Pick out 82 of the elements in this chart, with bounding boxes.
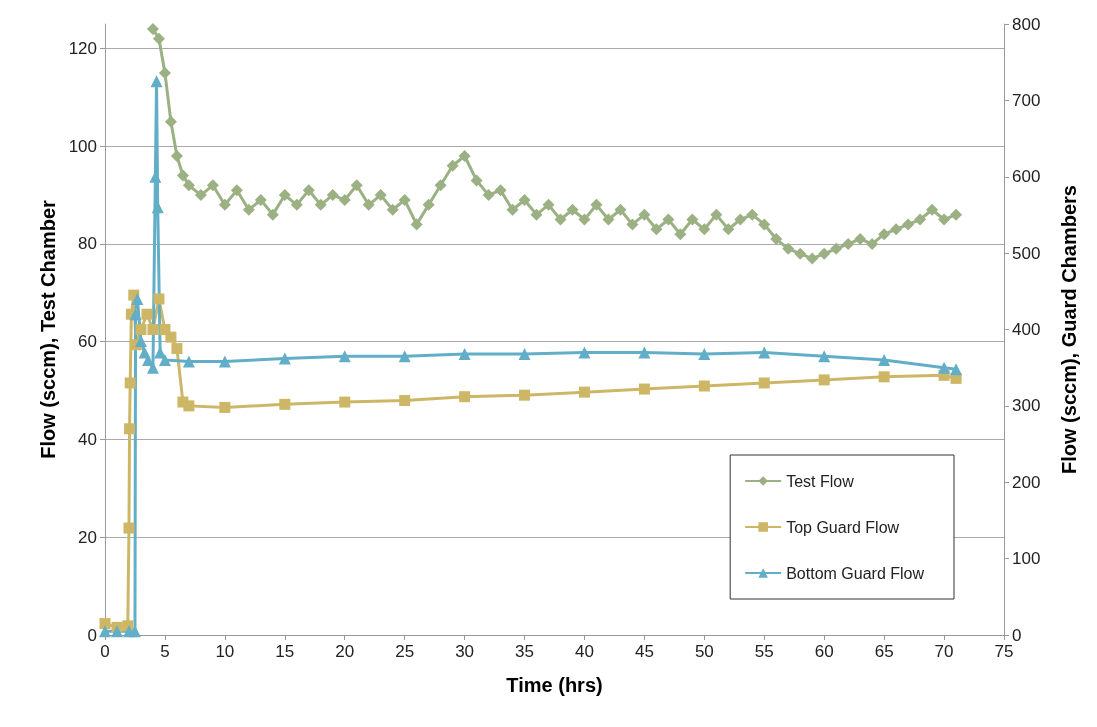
x-tick-label: 75: [994, 642, 1014, 661]
x-tick-label: 10: [215, 642, 235, 661]
y-tick-label: 80: [78, 234, 97, 254]
point: [141, 308, 153, 320]
point: [135, 324, 147, 335]
y-tick-label: 100: [68, 136, 97, 156]
point: [183, 400, 195, 412]
point: [878, 354, 891, 367]
y2-tick-label: 500: [1012, 243, 1041, 263]
point: [124, 423, 136, 435]
y2-tick-label: 800: [1012, 14, 1041, 34]
y2-tick-label: 300: [1012, 396, 1041, 416]
point: [150, 75, 163, 88]
point: [110, 625, 123, 638]
point: [129, 308, 142, 321]
x-axis-title: Time (hrs): [506, 674, 603, 696]
x-tick-label: 50: [694, 642, 714, 661]
point: [758, 377, 770, 389]
point: [338, 350, 351, 363]
legend-label: Test Flow: [786, 472, 855, 490]
point: [158, 354, 171, 367]
x-tick-label: 20: [335, 642, 355, 661]
legend-label: Bottom Guard Flow: [786, 564, 925, 582]
point: [638, 346, 651, 359]
point: [123, 522, 135, 534]
y2-tick-label: 100: [1012, 549, 1041, 569]
point: [219, 401, 231, 413]
y2-tick-label: 600: [1012, 167, 1041, 187]
y2-axis-title: Flow (sccm), Guard Chambers: [1058, 185, 1080, 474]
point: [278, 352, 291, 365]
point: [153, 293, 165, 305]
x-tick-label: 45: [634, 642, 654, 661]
y2-tick-label: 200: [1012, 472, 1041, 492]
y-tick-label: 40: [78, 429, 97, 449]
point: [165, 331, 177, 343]
point: [878, 371, 890, 383]
y-tick-label: 0: [87, 625, 97, 645]
point: [698, 347, 711, 360]
point: [339, 396, 351, 408]
x-tick-label: 25: [395, 642, 415, 661]
point: [578, 346, 591, 359]
point: [638, 383, 650, 395]
y-tick-label: 60: [78, 332, 97, 352]
point: [518, 347, 531, 360]
point: [182, 355, 195, 368]
point: [458, 347, 471, 360]
point: [99, 625, 111, 638]
point: [519, 389, 531, 401]
x-tick-label: 35: [515, 642, 534, 661]
point: [459, 391, 471, 403]
point: [279, 398, 291, 410]
x-tick-label: 40: [575, 642, 594, 661]
point: [758, 346, 771, 359]
point: [399, 395, 411, 407]
x-tick-label: 55: [754, 642, 774, 661]
x-tick-label: 30: [455, 642, 475, 661]
point: [698, 380, 710, 392]
y-tick-label: 20: [78, 527, 97, 547]
x-tick-label: 65: [874, 642, 894, 661]
point: [818, 374, 830, 386]
x-tick-label: 70: [934, 642, 954, 661]
x-tick-label: 15: [275, 642, 295, 661]
point: [147, 324, 159, 335]
point: [171, 343, 183, 355]
point: [398, 350, 411, 363]
y2-tick-label: 700: [1012, 90, 1041, 110]
point: [938, 361, 951, 374]
y-axis-title: Flow (sccm), Test Chamber: [36, 200, 59, 459]
y2-tick-label: 400: [1012, 320, 1041, 339]
point: [99, 618, 111, 630]
y2-tick-label: 0: [1012, 625, 1022, 645]
point: [950, 363, 963, 376]
point: [124, 377, 136, 389]
x-tick-label: 60: [814, 642, 834, 661]
legend-label: Top Guard Flow: [786, 518, 900, 536]
point: [818, 350, 831, 363]
point: [578, 386, 590, 398]
x-tick-label: 5: [160, 642, 170, 661]
point: [218, 355, 231, 368]
y-tick-label: 120: [68, 38, 97, 58]
point: [131, 292, 144, 305]
x-tick-label: 0: [100, 642, 110, 661]
